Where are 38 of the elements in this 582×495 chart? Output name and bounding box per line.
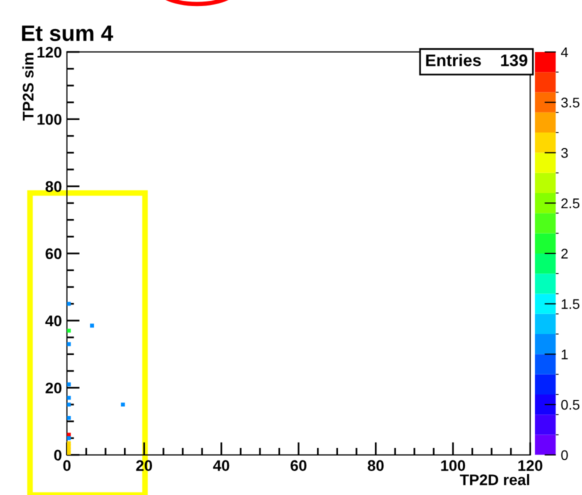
point	[66, 436, 71, 440]
y-axis-title: TP2S sim	[22, 52, 34, 121]
chart-title: Et sum 4	[22, 26, 114, 42]
color-bar-label: 2.5	[561, 198, 580, 208]
color-bar-label: 0	[561, 450, 568, 460]
color-bar-label: 3	[561, 148, 568, 158]
x-tick-label: 0	[63, 460, 71, 471]
color-bar-label: 0.5	[561, 400, 580, 410]
x-tick-label: 100	[441, 460, 466, 471]
y-tick-label: 20	[46, 382, 62, 394]
y-tick-label: 80	[46, 181, 62, 192]
point	[66, 402, 71, 407]
x-tick-label: 80	[368, 460, 384, 471]
point	[66, 396, 71, 400]
point	[66, 416, 71, 420]
color-bar-label: 1	[562, 350, 568, 360]
color-bar-label: 4	[560, 47, 568, 58]
x-tick-label: 120	[518, 460, 542, 471]
x-tick-label: 60	[290, 460, 306, 471]
color-bar-label: 1.5	[562, 299, 580, 309]
y-tick-label: 100	[38, 114, 62, 125]
point	[66, 448, 71, 452]
y-tick-label: 120	[38, 46, 62, 58]
point	[66, 328, 71, 333]
y-tick-label: 60	[46, 248, 62, 260]
point	[66, 382, 71, 386]
color-bar-label: 2	[561, 248, 568, 258]
x-tick-label: 40	[213, 460, 230, 471]
x-axis-title: TP2D real	[460, 474, 530, 486]
point	[66, 441, 71, 446]
point	[90, 324, 94, 328]
point	[66, 302, 71, 306]
y-tick-label: 0	[54, 450, 62, 461]
annotation: Entries 139	[426, 54, 528, 66]
point	[120, 402, 125, 407]
color-bar-label: 3.5	[561, 98, 580, 108]
y-tick-label: 40	[45, 315, 62, 326]
point	[66, 342, 71, 346]
